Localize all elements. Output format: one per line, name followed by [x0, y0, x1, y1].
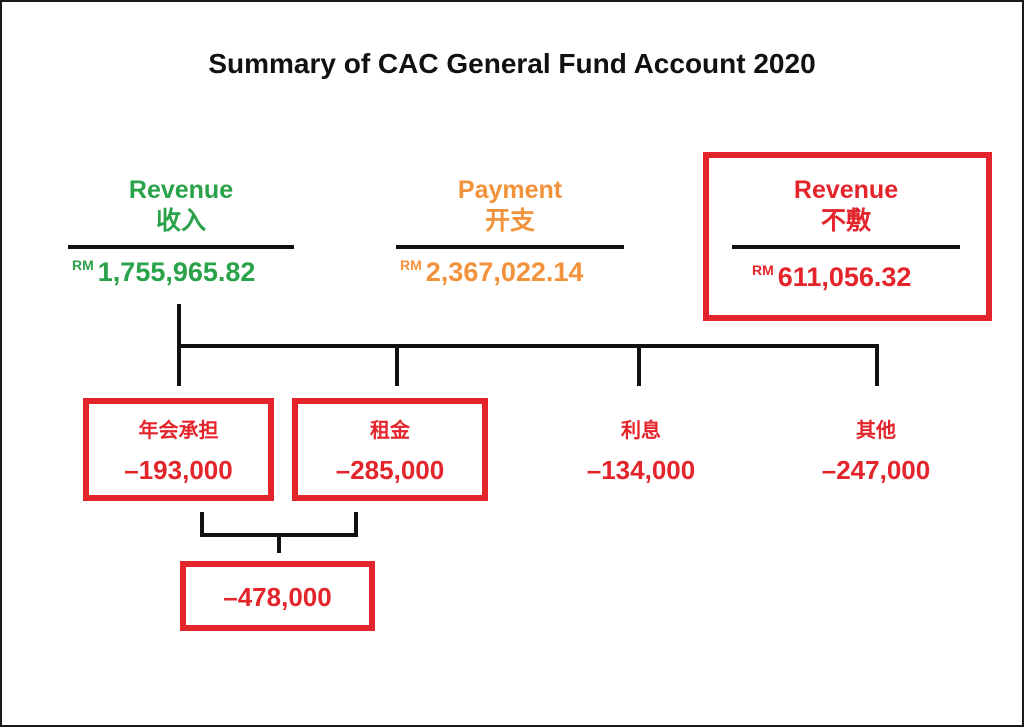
payment-heading: Payment 开支 [398, 175, 622, 237]
deficit-divider [732, 245, 960, 249]
deficit-label-en: Revenue [793, 176, 899, 204]
category-4-label: 其他 [856, 420, 896, 442]
deficit-label-zh: 不敷 [820, 207, 871, 235]
revenue-currency: RM [72, 257, 94, 273]
payment-amount: RM 2,367,022.14 [400, 257, 583, 288]
bracket-stem [277, 533, 281, 553]
branch-drop-3 [637, 344, 641, 386]
subtotal-value: –478,000 [223, 582, 332, 612]
deficit-currency: RM [752, 262, 774, 278]
category-2-label: 租金 [370, 420, 410, 442]
bracket-right [354, 512, 358, 537]
payment-value: 2,367,022.14 [425, 257, 584, 287]
category-1: 年会承担 –193,000 [83, 418, 274, 486]
category-3-label: 利息 [621, 420, 661, 442]
category-3-value: –134,000 [586, 455, 696, 485]
category-2: 租金 –285,000 [292, 418, 488, 486]
revenue-value: 1,755,965.82 [97, 257, 256, 287]
category-4-value: –247,000 [821, 455, 931, 485]
category-1-value: –193,000 [124, 455, 233, 485]
category-4: 其他 –247,000 [778, 418, 974, 486]
revenue-label-zh: 收入 [155, 207, 206, 235]
page-title: Summary of CAC General Fund Account 2020 [208, 48, 816, 79]
category-2-value: –285,000 [335, 455, 445, 485]
subtotal-box [180, 561, 375, 631]
revenue-heading: Revenue 收入 [70, 175, 292, 237]
category-1-label: 年会承担 [138, 420, 219, 442]
revenue-amount: RM 1,755,965.82 [72, 257, 255, 288]
deficit-value: 611,056.32 [777, 262, 912, 292]
category-box-1 [83, 398, 274, 501]
payment-currency: RM [400, 257, 422, 273]
deficit-box [703, 152, 992, 321]
branch-drop-4 [875, 344, 879, 386]
branch-bar [177, 344, 879, 348]
revenue-label-en: Revenue [128, 176, 234, 204]
subtotal: –478,000 [180, 581, 375, 613]
payment-label-zh: 开支 [484, 207, 535, 235]
category-3: 利息 –134,000 [543, 418, 739, 486]
payment-divider [396, 245, 624, 249]
category-box-2 [292, 398, 488, 501]
bracket-left [200, 512, 204, 537]
revenue-divider [68, 245, 294, 249]
deficit-amount: RM 611,056.32 [752, 262, 911, 293]
payment-label-en: Payment [457, 176, 563, 204]
deficit-heading: Revenue 不敷 [732, 175, 960, 237]
branch-drop-2 [395, 344, 399, 386]
